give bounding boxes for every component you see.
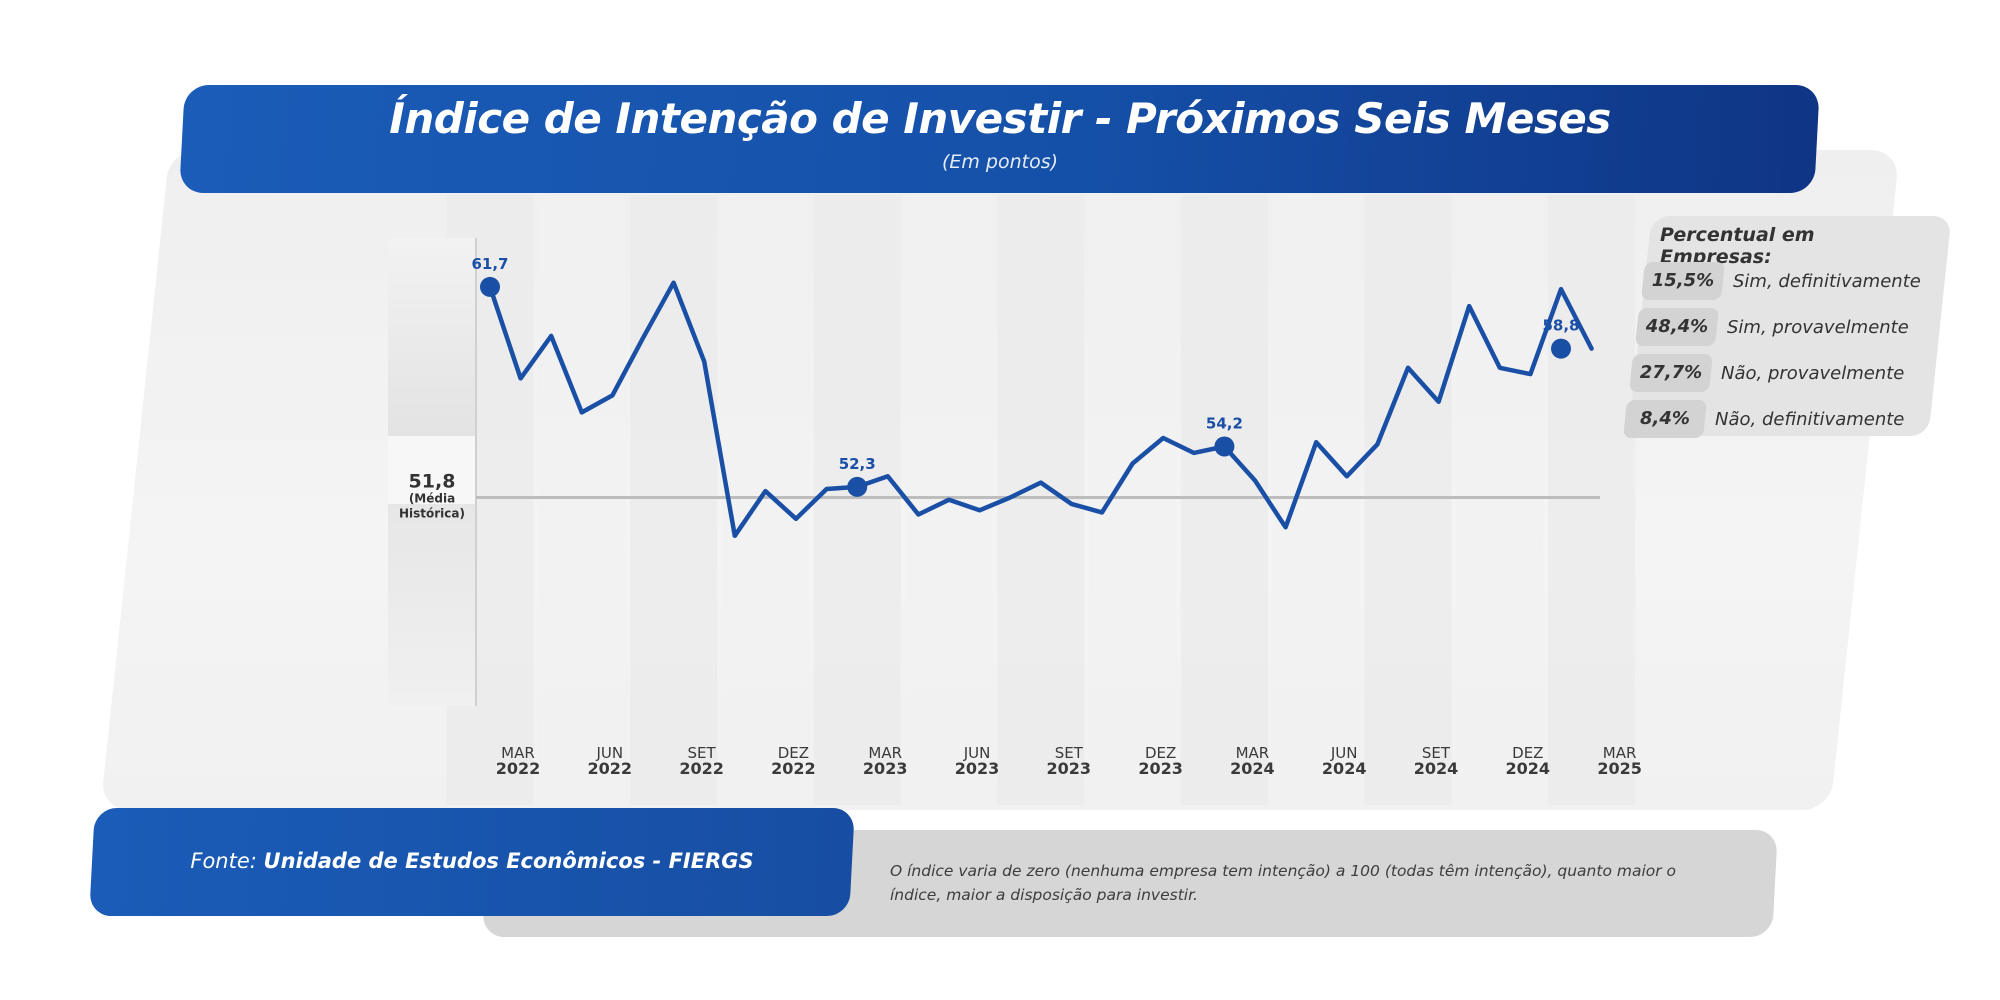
x-tick-month: MAR (501, 744, 535, 762)
series-line (487, 280, 1594, 539)
percent-value: 15,5% (1651, 270, 1715, 291)
x-tick-month: DEZ (1145, 744, 1176, 762)
chart-subtitle: (Em pontos) (941, 151, 1059, 173)
source-line: Fonte: Unidade de Estudos Econômicos - F… (92, 849, 852, 873)
x-tick-month: MAR (1603, 744, 1637, 762)
x-tick-year: 2023 (863, 759, 908, 778)
percent-label: Não, definitivamente (1715, 409, 1905, 430)
quarter-band (1364, 195, 1452, 805)
x-tick-month: DEZ (1512, 744, 1543, 762)
quarter-band (1272, 195, 1360, 805)
note-text: O índice varia de zero (nenhuma empresa … (890, 862, 1677, 904)
highlight-point (1214, 436, 1235, 457)
x-tick-year: 2022 (496, 759, 541, 778)
x-tick-year: 2023 (1047, 759, 1092, 778)
quarter-band (1089, 195, 1177, 805)
quarter-band (1548, 195, 1636, 805)
quarter-band (1180, 195, 1268, 805)
quarter-bands (446, 195, 1636, 805)
chart-title: Índice de Intenção de Investir - Próximo… (389, 94, 1611, 143)
x-tick-year: 2023 (1138, 759, 1183, 778)
x-tick-year: 2024 (1414, 759, 1459, 778)
x-tick-year: 2025 (1597, 759, 1642, 778)
point-value-label: 54,2 (1206, 414, 1243, 432)
highlight-point (480, 276, 500, 297)
percent-row-nao-definitivamente: 8,4% Não, definitivamente (1623, 400, 1925, 438)
percent-value: 8,4% (1640, 408, 1690, 429)
percent-label: Sim, definitivamente (1733, 271, 1921, 292)
x-tick-month: SET (1055, 744, 1084, 762)
x-tick-month: MAR (868, 744, 902, 762)
quarter-band (721, 195, 809, 805)
x-tick-month: JUN (1330, 744, 1358, 762)
x-tick-month: SET (688, 744, 717, 762)
quarter-band (1456, 195, 1544, 805)
highlight-point (1551, 338, 1571, 359)
average-caption-line-1: (Média (409, 492, 455, 506)
point-value-label: 61,7 (471, 255, 508, 273)
x-tick-month: MAR (1236, 744, 1270, 762)
x-tick-year: 2023 (955, 759, 1000, 778)
source-prefix: Fonte: (190, 849, 264, 873)
x-tick-month: JUN (963, 744, 991, 762)
percent-row-sim-provavelmente: 48,4% Sim, provavelmente (1635, 308, 1937, 346)
x-tick-month: DEZ (778, 744, 809, 762)
percent-value: 27,7% (1639, 362, 1703, 383)
x-tick-year: 2022 (588, 759, 633, 778)
quarter-band (630, 195, 718, 805)
percent-row-nao-provavelmente: 27,7% Não, provavelmente (1629, 354, 1931, 392)
x-tick-year: 2024 (1322, 759, 1367, 778)
percent-value: 48,4% (1645, 316, 1709, 337)
point-value-label: 58,8 (1542, 317, 1579, 335)
x-tick-year: 2022 (771, 759, 816, 778)
average-value-label: 51,8 (409, 471, 456, 493)
quarter-band (813, 195, 901, 805)
highlight-point (847, 476, 868, 497)
percent-label: Sim, provavelmente (1727, 317, 1909, 338)
average-column (388, 238, 477, 706)
point-value-label: 52,3 (839, 455, 876, 473)
percent-label: Não, provavelmente (1721, 363, 1905, 384)
x-tick-year: 2022 (679, 759, 724, 778)
x-tick-month: SET (1422, 744, 1451, 762)
quarter-band (997, 195, 1085, 805)
x-tick-year: 2024 (1230, 759, 1275, 778)
source-name: Unidade de Estudos Econômicos - FIERGS (263, 849, 754, 873)
average-caption-line-2: Histórica) (399, 507, 465, 521)
x-tick-year: 2024 (1506, 759, 1551, 778)
quarter-band (538, 195, 626, 805)
percent-row-sim-definitivamente: 15,5% Sim, definitivamente (1641, 262, 1943, 300)
x-tick-month: JUN (595, 744, 623, 762)
